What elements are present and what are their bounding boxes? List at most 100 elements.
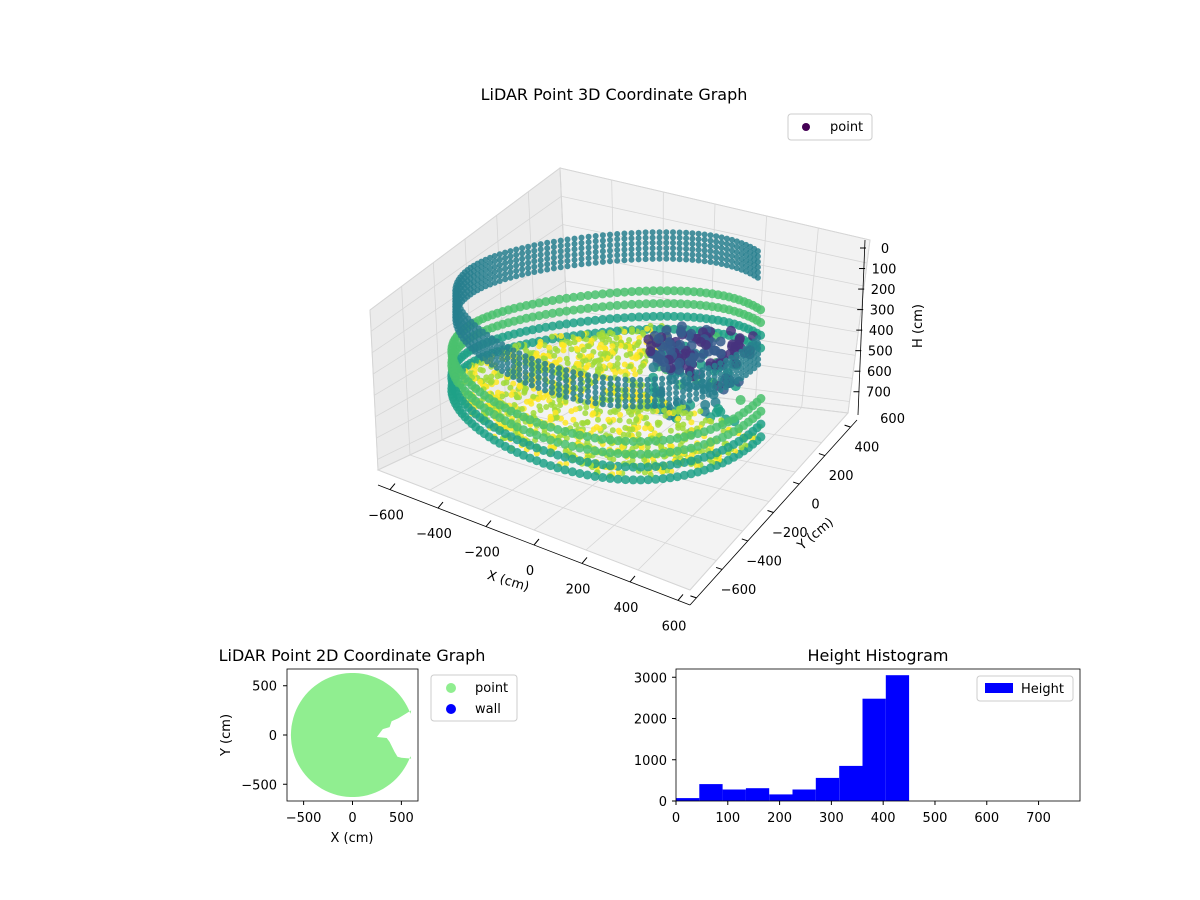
lidar-point-3d [693,385,700,392]
lidar-point-3d [673,400,680,407]
histogram-bars [676,675,910,801]
lidar-point-3d [644,392,651,399]
lidar-point-3d [522,369,529,376]
legend-histogram: Height [976,675,1074,702]
lidar-point-3d [557,258,564,265]
lidar-point-3d [488,340,495,347]
lidar-point-3d [735,395,746,405]
lidar-point-3d [567,467,577,477]
lidar-point-3d [717,360,724,367]
lidar-point-3d [686,386,693,393]
lidar-point-3d [717,365,724,372]
lidar-point-3d [738,370,745,376]
lidar-point-3d [726,325,736,336]
lidar-point-3d [493,359,500,366]
lidar-point-3d [635,256,642,263]
lidar-point-3d [559,341,565,348]
lidar-point-3d [728,376,735,383]
lidar-point-3d [644,398,651,404]
lidar-point-3d [451,360,461,370]
lidar-point-3d [718,245,725,251]
lidar-point-3d [636,368,643,375]
lidar-point-3d [656,229,663,236]
lidar-point-3d [516,360,523,367]
histogram-bar [815,777,840,801]
lidar-point-3d [531,253,538,259]
lidar-point-3d [484,358,491,365]
lidar-point-3d [607,380,614,387]
lidar-point-3d [679,425,686,432]
lidar-point-3d [676,245,683,252]
lidar-point-3d [585,382,591,389]
lidar-point-3d [689,251,696,258]
lidar-point-3d [711,384,718,391]
lidar-point-3d [500,380,507,387]
lidar-point-3d [701,252,708,259]
lidar-point-3d [673,395,680,401]
lidar-point-3d [555,320,564,330]
lidar-point-3d [580,420,587,427]
lidar-point-3d [549,389,555,396]
lidar-point-3d [632,371,639,378]
lidar-point-3d [699,393,706,400]
lidar-point-3d [683,245,690,252]
lidar-point-3d [718,234,725,241]
lidar-point-3d [729,252,735,259]
lidar-point-3d [701,236,708,243]
lidar-point-3d [570,416,577,423]
lidar-point-3d [487,254,494,261]
x-tick-label-histogram: 400 [871,811,896,826]
legend-3d-marker [802,123,810,131]
lidar-point-3d [705,375,712,382]
lidar-point-3d [502,249,509,256]
lidar-point-3d [563,383,570,390]
lidar-point-3d [614,386,621,393]
lidar-point-3d [663,234,670,241]
lidar-point-3d [689,230,696,237]
lidar-point-3d [679,470,689,480]
lidar-point-3d [723,373,729,380]
lidar-point-3d [723,256,730,263]
lidar-point-3d [487,260,494,267]
x-tick-label-3d: −600 [368,509,404,524]
lidar-point-3d [556,397,563,403]
lidar-point-3d [675,408,682,415]
lidar-point-3d [496,272,503,279]
lidar-point-3d [635,240,642,247]
x-tick-label-3d: −400 [416,527,452,542]
lidar-point-3d [701,247,708,254]
x-tick-label-histogram: 100 [715,811,740,826]
legend-3d: point [787,113,873,141]
lidar-point-3d [728,365,735,372]
lidar-point-3d [457,311,464,318]
lidar-point-3d [651,397,658,404]
lidar-point-3d [665,447,675,457]
lidar-point-3d [621,246,628,253]
lidar-point-3d [592,238,599,245]
lidar-point-3d [636,462,646,472]
lidar-point-3d [556,381,562,388]
lidar-point-3d [711,368,718,375]
lidar-point-3d [541,322,551,332]
lidar-point-3d [651,376,658,383]
lidar-point-3d [499,393,506,400]
lidar-point-3d [528,371,535,378]
point-cloud-3d [447,229,766,485]
lidar-point-3d [535,379,542,386]
lidar-point-3d [683,229,690,236]
lidar-point-3d [695,236,702,243]
lidar-point-3d [607,231,613,238]
histogram-bar [839,765,863,801]
lidar-point-3d [585,260,592,267]
lidar-point-3d [457,305,464,312]
lidar-point-3d [567,454,577,464]
lidar-point-3d [557,264,564,271]
lidar-point-3d [592,254,599,261]
lidar-point-3d [544,255,551,262]
lidar-point-3d [738,375,745,382]
y-tick-3d [767,510,774,513]
x-tick-label-3d: 0 [526,564,534,579]
lidar-point-3d [578,250,585,257]
lidar-point-3d [628,251,635,258]
lidar-point-3d [665,345,676,355]
